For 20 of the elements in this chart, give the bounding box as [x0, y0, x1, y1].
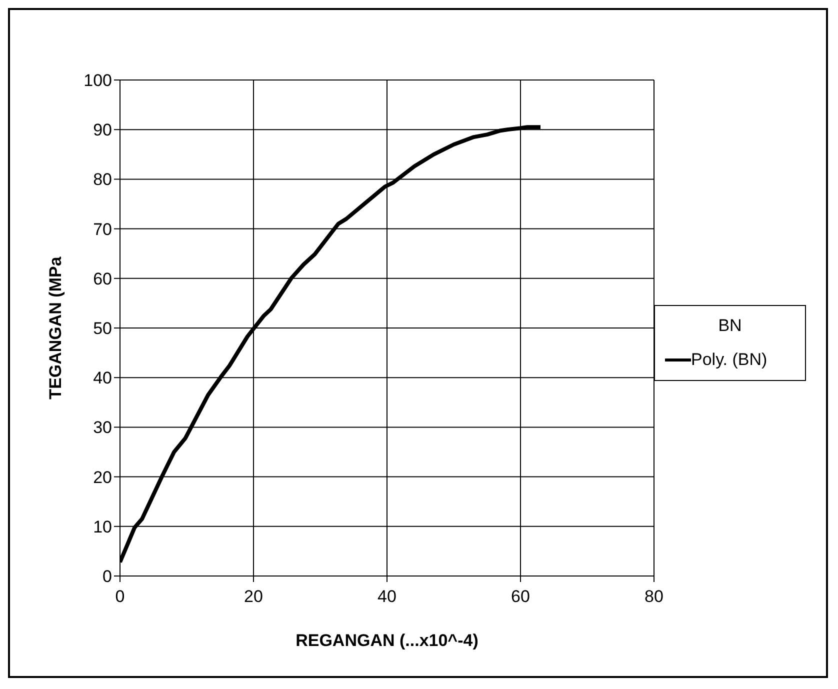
y-tick-label: 10 — [93, 517, 112, 536]
y-tick-label: 40 — [93, 368, 112, 388]
x-tick-label: 60 — [511, 587, 530, 606]
y-tick-label: 90 — [93, 120, 112, 140]
y-tick-label: 100 — [84, 71, 112, 90]
legend-title: BN — [717, 316, 743, 336]
x-tick-label: 40 — [378, 587, 396, 606]
y-tick-label: 20 — [93, 468, 112, 487]
legend-label: Poly. (BN) — [691, 350, 768, 370]
y-tick-label: 0 — [102, 567, 112, 586]
y-axis-title: TEGANGAN (MPa — [46, 256, 66, 400]
x-tick-label: 0 — [115, 587, 125, 606]
y-tick-label: 60 — [93, 269, 112, 288]
y-tick-label: 80 — [93, 170, 112, 190]
x-tick-label: 80 — [644, 587, 664, 606]
y-tick-label: 70 — [93, 220, 112, 239]
y-tick-label: 30 — [93, 418, 112, 438]
x-axis-title: REGANGAN (...x10^-4) — [296, 631, 478, 650]
y-tick-label: 50 — [93, 319, 112, 338]
x-tick-label: 20 — [244, 587, 263, 606]
